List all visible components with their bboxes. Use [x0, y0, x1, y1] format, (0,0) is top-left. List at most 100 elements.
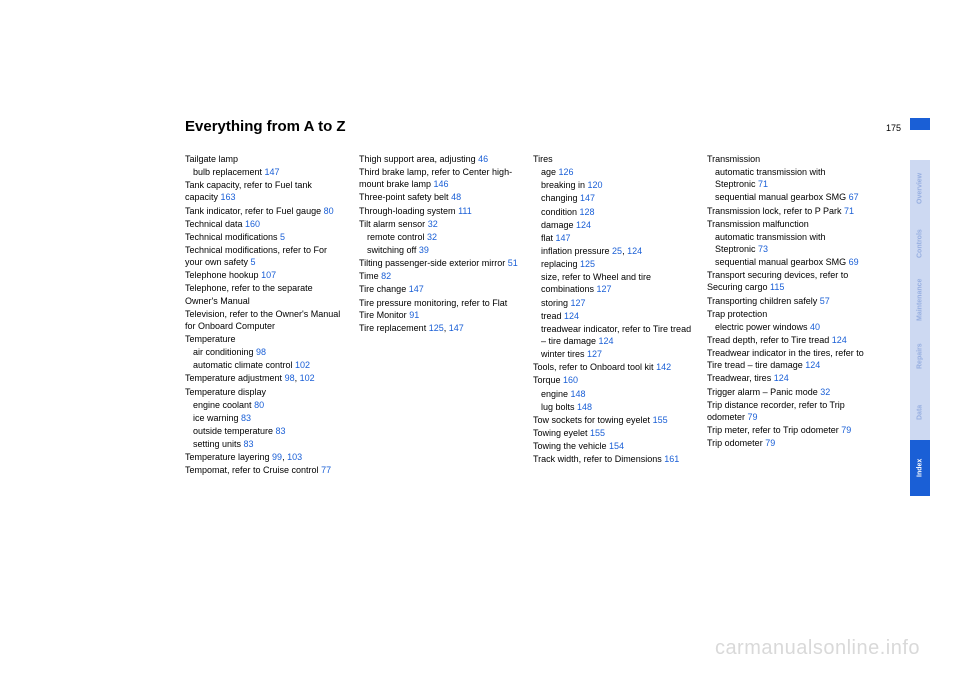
- page-ref[interactable]: 124: [599, 336, 614, 346]
- page-ref[interactable]: 79: [748, 412, 758, 422]
- page-ref[interactable]: 25: [612, 246, 622, 256]
- page-ref[interactable]: 127: [571, 298, 586, 308]
- page-ref[interactable]: 148: [577, 402, 592, 412]
- page-ref[interactable]: 111: [458, 206, 472, 216]
- page-ref[interactable]: 80: [324, 206, 334, 216]
- page-ref[interactable]: 125: [580, 259, 595, 269]
- index-page: Everything from A to Z 175 Tailgate lamp…: [185, 118, 905, 478]
- index-entry: Track width, refer to Dimensions 161: [533, 453, 693, 465]
- index-entry: engine coolant 80: [185, 399, 345, 411]
- page-ref[interactable]: 83: [276, 426, 286, 436]
- page-ref[interactable]: 142: [656, 362, 671, 372]
- page-ref[interactable]: 147: [265, 167, 280, 177]
- entry-text: Torque: [533, 375, 563, 385]
- page-ref[interactable]: 124: [832, 335, 847, 345]
- side-tab-maintenance[interactable]: Maintenance: [910, 272, 930, 328]
- page-ref[interactable]: 102: [300, 373, 315, 383]
- index-entry: Trip meter, refer to Trip odometer 79: [707, 424, 867, 436]
- page-ref[interactable]: 48: [451, 192, 461, 202]
- page-ref[interactable]: 40: [810, 322, 820, 332]
- page-ref[interactable]: 98: [256, 347, 266, 357]
- entry-text: storing: [541, 298, 571, 308]
- page-ref[interactable]: 127: [587, 349, 602, 359]
- index-entry: bulb replacement 147: [185, 166, 345, 178]
- page-ref[interactable]: 124: [576, 220, 591, 230]
- page-ref[interactable]: 126: [559, 167, 574, 177]
- index-entry: outside temperature 83: [185, 425, 345, 437]
- entry-text: Technical modifications: [185, 232, 280, 242]
- page-ref[interactable]: 57: [820, 296, 830, 306]
- entry-text: Trip odometer: [707, 438, 765, 448]
- page-ref[interactable]: 160: [245, 219, 260, 229]
- side-tab-controls[interactable]: Controls: [910, 216, 930, 272]
- entry-text: Three-point safety belt: [359, 192, 451, 202]
- index-col-1: Tailgate lampbulb replacement 147Tank ca…: [185, 153, 345, 478]
- entry-text: Temperature display: [185, 387, 266, 397]
- index-entry: Towing the vehicle 154: [533, 440, 693, 452]
- page-ref[interactable]: 160: [563, 375, 578, 385]
- page-ref[interactable]: 32: [820, 387, 830, 397]
- entry-text: switching off: [367, 245, 419, 255]
- entry-text: tread: [541, 311, 564, 321]
- page-ref[interactable]: 154: [609, 441, 624, 451]
- page-ref[interactable]: 115: [770, 282, 784, 292]
- page-ref[interactable]: 146: [434, 179, 449, 189]
- page-ref[interactable]: 83: [241, 413, 251, 423]
- page-ref[interactable]: 79: [765, 438, 775, 448]
- index-entry: ice warning 83: [185, 412, 345, 424]
- page-ref[interactable]: 32: [428, 219, 438, 229]
- page-ref[interactable]: 103: [287, 452, 302, 462]
- entry-text: Track width, refer to Dimensions: [533, 454, 664, 464]
- page-ref[interactable]: 128: [580, 207, 595, 217]
- page-ref[interactable]: 147: [580, 193, 595, 203]
- index-entry: Telephone, refer to the separate Owner's…: [185, 282, 345, 306]
- page-ref[interactable]: 71: [758, 179, 768, 189]
- page-ref[interactable]: 73: [758, 244, 768, 254]
- index-entry: Temperature layering 99, 103: [185, 451, 345, 463]
- side-tab-data[interactable]: Data: [910, 384, 930, 440]
- page-ref[interactable]: 127: [597, 284, 612, 294]
- page-ref[interactable]: 155: [590, 428, 605, 438]
- page-ref[interactable]: 51: [508, 258, 518, 268]
- page-ref[interactable]: 39: [419, 245, 429, 255]
- page-ref[interactable]: 124: [564, 311, 579, 321]
- page-ref[interactable]: 67: [849, 192, 859, 202]
- page-ref[interactable]: 69: [849, 257, 859, 267]
- page-ref[interactable]: 79: [841, 425, 851, 435]
- page-ref[interactable]: 5: [280, 232, 285, 242]
- page-ref[interactable]: 102: [295, 360, 310, 370]
- page-ref[interactable]: 125: [429, 323, 444, 333]
- index-entry: Trip distance recorder, refer to Trip od…: [707, 399, 867, 423]
- page-ref[interactable]: 120: [588, 180, 603, 190]
- page-ref[interactable]: 161: [664, 454, 679, 464]
- page-ref[interactable]: 91: [409, 310, 419, 320]
- side-tab-repairs[interactable]: Repairs: [910, 328, 930, 384]
- page-ref[interactable]: 71: [844, 206, 854, 216]
- page-ref[interactable]: 83: [244, 439, 254, 449]
- page-ref[interactable]: 148: [571, 389, 586, 399]
- page-ref[interactable]: 147: [556, 233, 571, 243]
- page-ref[interactable]: 124: [774, 373, 789, 383]
- page-ref[interactable]: 5: [251, 257, 256, 267]
- page-ref[interactable]: 147: [449, 323, 464, 333]
- page-ref[interactable]: 147: [409, 284, 424, 294]
- page-ref[interactable]: 98: [285, 373, 295, 383]
- index-entry: Temperature adjustment 98, 102: [185, 372, 345, 384]
- entry-text: Tire pressure monitoring, refer to Flat …: [359, 298, 507, 320]
- page-ref[interactable]: 32: [427, 232, 437, 242]
- entry-text: Transporting children safely: [707, 296, 820, 306]
- side-tab-overview[interactable]: Overview: [910, 160, 930, 216]
- index-entry: Tread depth, refer to Tire tread 124: [707, 334, 867, 346]
- page-ref[interactable]: 77: [321, 465, 331, 475]
- page-ref[interactable]: 124: [627, 246, 642, 256]
- index-entry: changing 147: [533, 192, 693, 204]
- page-ref[interactable]: 124: [805, 360, 820, 370]
- page-ref[interactable]: 107: [261, 270, 276, 280]
- page-ref[interactable]: 46: [478, 154, 488, 164]
- page-ref[interactable]: 163: [221, 192, 236, 202]
- side-tab-index[interactable]: Index: [910, 440, 930, 496]
- page-ref[interactable]: 80: [254, 400, 264, 410]
- page-ref[interactable]: 82: [381, 271, 391, 281]
- page-ref[interactable]: 99: [272, 452, 282, 462]
- page-ref[interactable]: 155: [653, 415, 668, 425]
